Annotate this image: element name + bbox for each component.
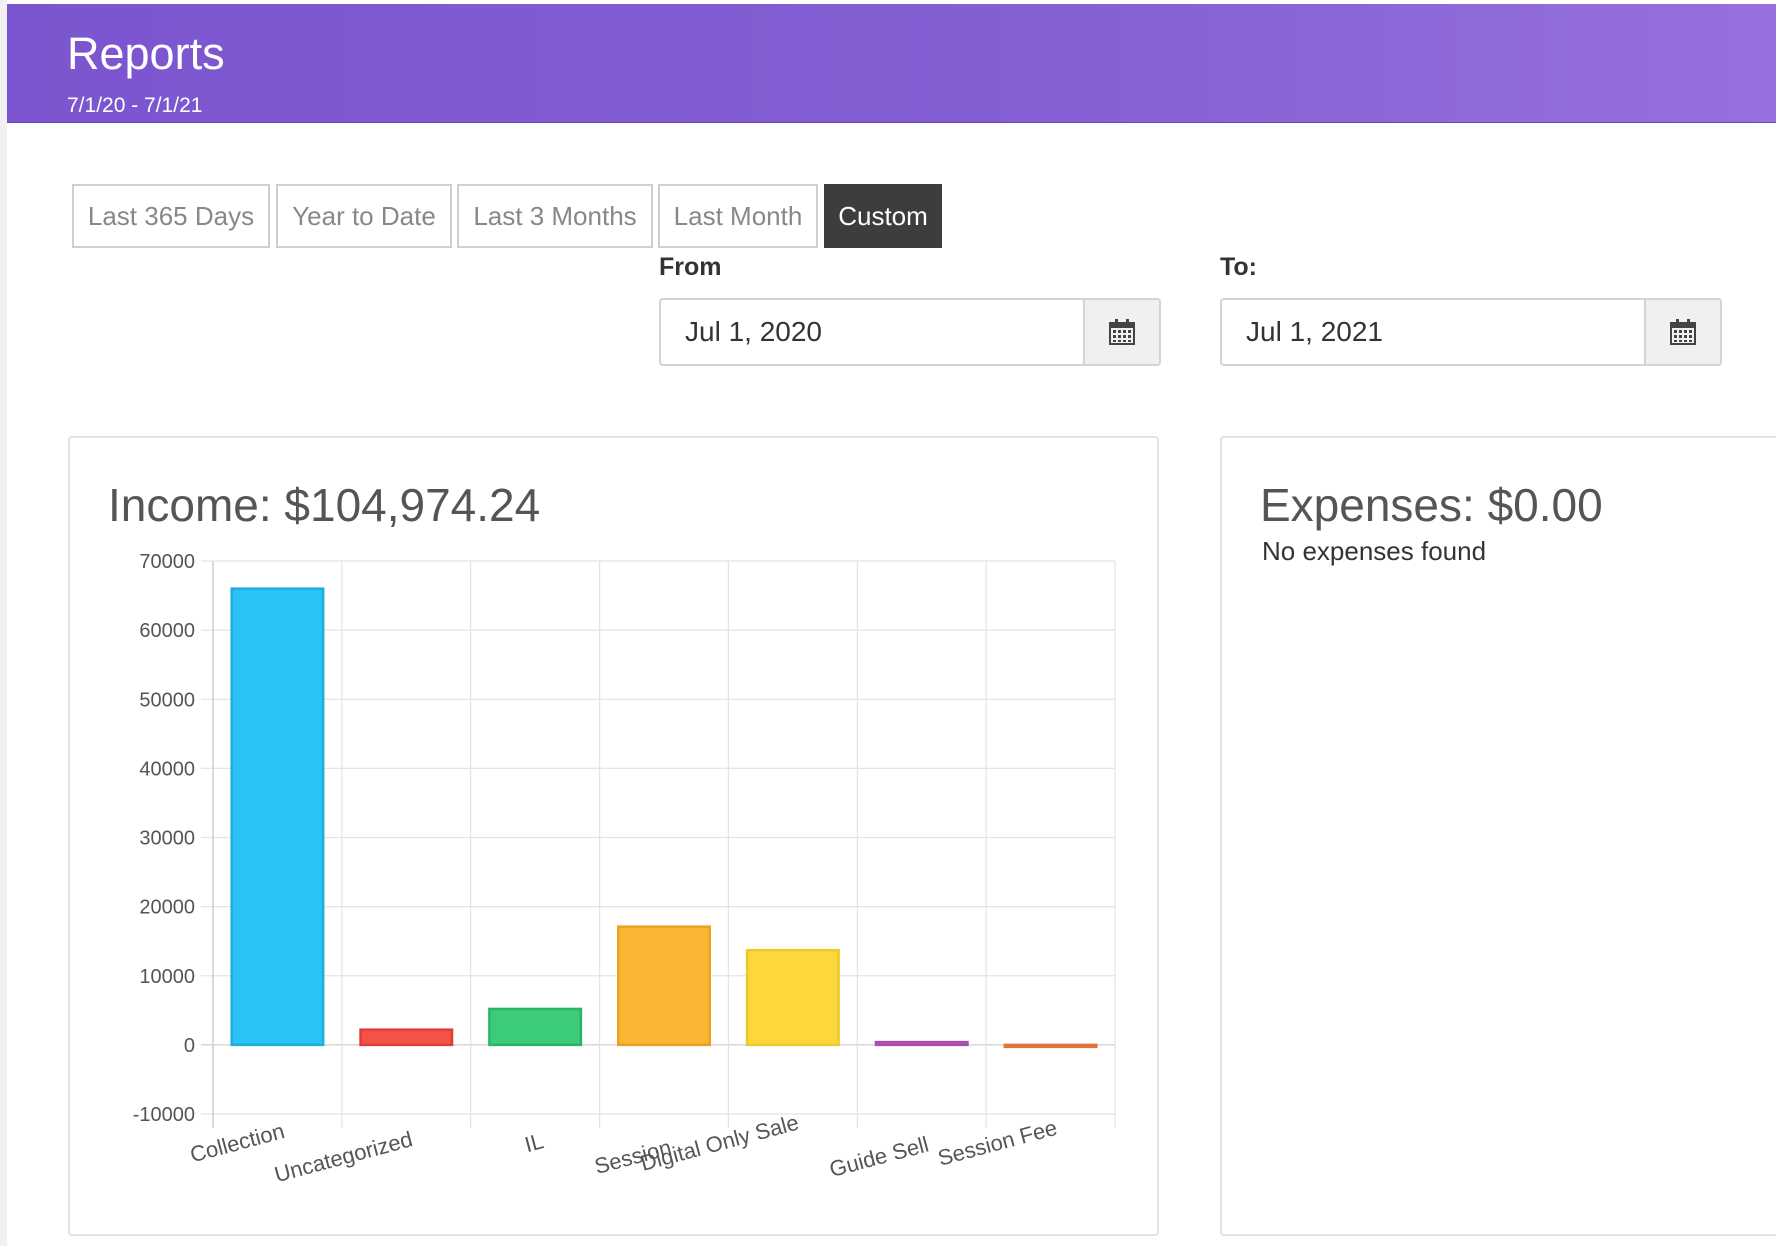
- expenses-card: Expenses: $0.00 No expenses found: [1220, 436, 1776, 1236]
- x-category-label: Uncategorized: [272, 1126, 416, 1187]
- bar-guide-sell: [874, 1040, 969, 1047]
- last-month-button[interactable]: Last Month: [658, 184, 818, 248]
- bar-collection: [230, 587, 325, 1047]
- last-3-months-button[interactable]: Last 3 Months: [457, 184, 653, 248]
- custom-range-button[interactable]: Custom: [824, 184, 942, 248]
- to-date-value[interactable]: Jul 1, 2021: [1246, 316, 1383, 347]
- y-tick-label: -10000: [133, 1104, 195, 1126]
- y-tick-label: 70000: [139, 551, 195, 573]
- from-date-field[interactable]: Jul 1, 2020: [659, 298, 1161, 366]
- from-calendar-button[interactable]: [1083, 300, 1159, 364]
- to-date-field[interactable]: Jul 1, 2021: [1220, 298, 1722, 366]
- to-calendar-button[interactable]: [1644, 300, 1720, 364]
- y-tick-label: 0: [184, 1035, 195, 1057]
- no-expenses-message: No expenses found: [1262, 536, 1487, 566]
- from-label: From: [659, 253, 722, 281]
- x-category-label: Session Fee: [935, 1115, 1060, 1171]
- y-tick-label: 10000: [139, 966, 195, 988]
- from-date-value[interactable]: Jul 1, 2020: [685, 316, 822, 347]
- x-category-label: Guide Sell: [827, 1132, 932, 1182]
- calendar-icon: [1109, 319, 1135, 345]
- y-tick-label: 30000: [139, 828, 195, 850]
- last-365-days-button[interactable]: Last 365 Days: [72, 184, 270, 248]
- page-title: Reports: [67, 28, 225, 79]
- page-header: Reports 7/1/20 - 7/1/21: [7, 4, 1776, 123]
- x-category-label: Collection: [187, 1118, 287, 1167]
- expenses-title: Expenses: $0.00: [1260, 479, 1603, 531]
- date-range-subtitle: 7/1/20 - 7/1/21: [67, 94, 203, 117]
- y-tick-label: 50000: [139, 689, 195, 711]
- year-to-date-button[interactable]: Year to Date: [276, 184, 452, 248]
- y-tick-label: 60000: [139, 620, 195, 642]
- bar-session-fee: [1003, 1043, 1098, 1049]
- x-category-label: IL: [522, 1128, 546, 1157]
- y-tick-label: 20000: [139, 897, 195, 919]
- bar-uncategorized: [359, 1028, 454, 1047]
- calendar-icon: [1670, 319, 1696, 345]
- y-tick-label: 40000: [139, 758, 195, 780]
- bar-session: [617, 925, 711, 1047]
- bar-il: [488, 1007, 583, 1047]
- income-title: Income: $104,974.24: [108, 479, 541, 531]
- bar-digital-only-sale: [745, 948, 840, 1047]
- to-label: To:: [1220, 253, 1258, 281]
